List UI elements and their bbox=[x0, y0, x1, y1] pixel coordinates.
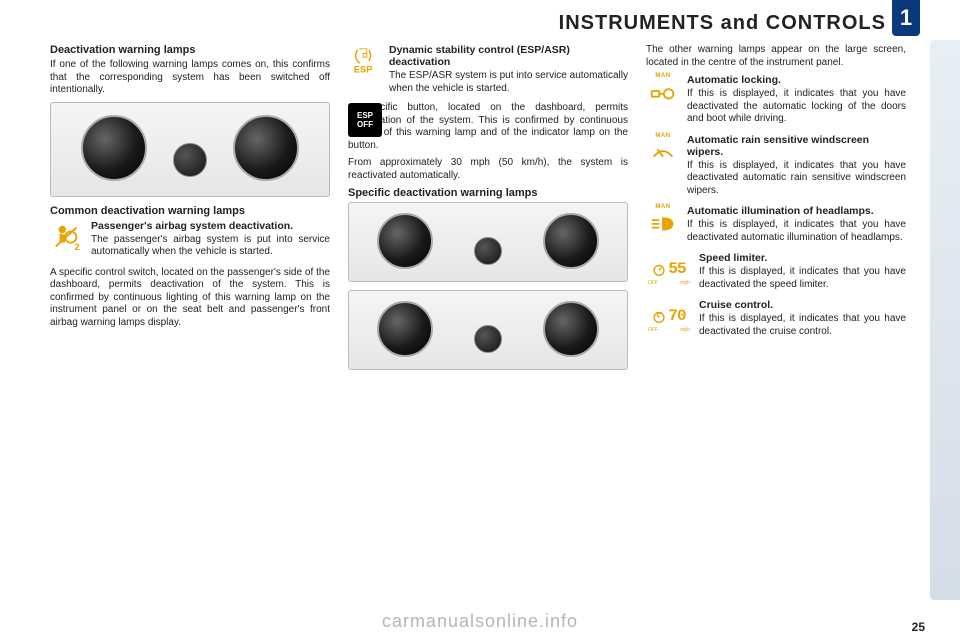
instrument-cluster-image-1 bbox=[50, 102, 330, 197]
wipers-body: If this is displayed, it indicates that … bbox=[687, 160, 906, 198]
headlamps-body: If this is displayed, it indicates that … bbox=[687, 219, 906, 244]
row-cruise: 70 OFF mph Cruise control. If this is di… bbox=[646, 299, 906, 343]
page-title: INSTRUMENTS and CONTROLS bbox=[559, 12, 886, 35]
row-autolock: MAN Automatic locking. If this is displa… bbox=[646, 74, 906, 131]
row-airbag: 2 Passenger's airbag system deactivation… bbox=[50, 220, 330, 264]
column-right: The other warning lamps appear on the la… bbox=[646, 44, 906, 378]
row-esp: ESP Dynamic stability control (ESP/ASR) … bbox=[348, 44, 628, 100]
row-wipers: MAN Automatic rain sensitive windscreen … bbox=[646, 134, 906, 203]
esp-off-button-icon: ESPOFF bbox=[348, 103, 382, 137]
svg-text:ESP: ESP bbox=[354, 64, 373, 74]
cruise-body: If this is displayed, it indicates that … bbox=[699, 313, 906, 338]
watermark: carmanualsonline.info bbox=[0, 611, 960, 632]
cruise-off: OFF bbox=[648, 327, 658, 333]
svg-text:2: 2 bbox=[75, 242, 80, 252]
esp-body: The ESP/ASR system is put into service a… bbox=[389, 70, 628, 95]
limiter-title: Speed limiter. bbox=[699, 252, 906, 264]
esp-icon: ESP bbox=[348, 44, 382, 78]
wipers-title: Automatic rain sensitive windscreen wipe… bbox=[687, 134, 906, 158]
cruise-title: Cruise control. bbox=[699, 299, 906, 311]
instrument-cluster-image-2 bbox=[348, 202, 628, 282]
column-left: Deactivation warning lamps If one of the… bbox=[50, 44, 330, 378]
text-deactivation-intro: If one of the following warning lamps co… bbox=[50, 59, 330, 97]
speed-limiter-icon: 55 OFF mph bbox=[646, 252, 692, 286]
headlamp-icon: MAN bbox=[646, 205, 680, 239]
esp-reactivate-text: From approximately 30 mph (50 km/h), the… bbox=[348, 157, 628, 182]
limiter-value: 55 bbox=[668, 260, 685, 278]
limiter-unit: mph bbox=[680, 280, 690, 286]
airbag-title: Passenger's airbag system deactivation. bbox=[91, 220, 330, 232]
chapter-number: 1 bbox=[892, 0, 920, 36]
lock-icon: MAN bbox=[646, 74, 680, 108]
limiter-body: If this is displayed, it indicates that … bbox=[699, 266, 906, 291]
instrument-cluster-image-3 bbox=[348, 290, 628, 370]
airbag-off-icon: 2 bbox=[50, 220, 84, 254]
cruise-control-icon: 70 OFF mph bbox=[646, 299, 692, 333]
esp-title: Dynamic stability control (ESP/ASR) deac… bbox=[389, 44, 628, 68]
row-headlamps: MAN Automatic illumination of headlamps.… bbox=[646, 205, 906, 249]
header: INSTRUMENTS and CONTROLS 1 bbox=[50, 12, 920, 36]
headlamps-title: Automatic illumination of headlamps. bbox=[687, 205, 906, 217]
cruise-value: 70 bbox=[668, 307, 685, 325]
heading-deactivation: Deactivation warning lamps bbox=[50, 44, 330, 56]
autolock-title: Automatic locking. bbox=[687, 74, 906, 86]
esp-button-text: A specific button, located on the dashbo… bbox=[348, 102, 628, 152]
column-middle: ESP Dynamic stability control (ESP/ASR) … bbox=[348, 44, 628, 378]
page: INSTRUMENTS and CONTROLS 1 Deactivation … bbox=[0, 0, 960, 378]
airbag-body: The passenger's airbag system is put int… bbox=[91, 234, 330, 259]
limiter-off: OFF bbox=[648, 280, 658, 286]
other-lamps-intro: The other warning lamps appear on the la… bbox=[646, 44, 906, 69]
cruise-unit: mph bbox=[680, 327, 690, 333]
airbag-details: A specific control switch, located on th… bbox=[50, 267, 330, 330]
row-limiter: 55 OFF mph Speed limiter. If this is dis… bbox=[646, 252, 906, 296]
autolock-body: If this is displayed, it indicates that … bbox=[687, 88, 906, 126]
side-tab bbox=[930, 40, 960, 600]
wiper-icon: MAN bbox=[646, 134, 680, 168]
heading-specific: Specific deactivation warning lamps bbox=[348, 187, 628, 199]
heading-common: Common deactivation warning lamps bbox=[50, 205, 330, 217]
